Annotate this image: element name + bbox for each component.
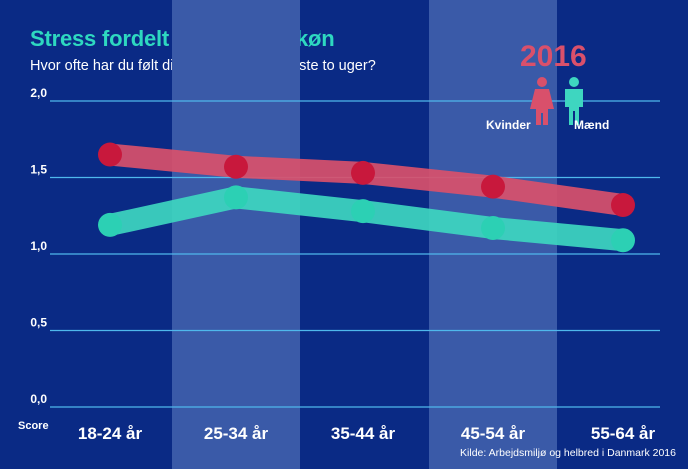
data-point-female	[98, 142, 122, 167]
y-tick-label: 0,5	[30, 316, 47, 330]
legend-female-label: Kvinder	[486, 118, 531, 132]
data-point-male	[611, 228, 635, 253]
y-tick-label: 1,5	[30, 163, 47, 177]
source-note: Kilde: Arbejdsmiljø og helbred i Danmark…	[460, 447, 676, 459]
x-tick-label: 45-54 år	[461, 424, 526, 443]
data-point-male	[98, 212, 122, 237]
column-band	[172, 0, 300, 469]
data-point-female	[351, 160, 375, 185]
y-tick-label: 2,0	[30, 86, 47, 100]
y-tick-label: 0,0	[30, 392, 47, 406]
data-point-male	[351, 199, 375, 224]
data-point-female	[224, 154, 248, 179]
y-tick-label: 1,0	[30, 239, 47, 253]
y-axis-caption: Score	[18, 420, 49, 432]
data-point-female	[611, 193, 635, 218]
data-point-male	[481, 215, 505, 240]
male-figure-icon	[565, 77, 583, 125]
x-tick-label: 35-44 år	[331, 424, 396, 443]
female-figure-icon	[530, 77, 554, 125]
legend-male-label: Mænd	[574, 118, 610, 132]
data-point-female	[481, 174, 505, 199]
x-tick-label: 25-34 år	[204, 424, 269, 443]
x-tick-label: 18-24 år	[78, 424, 143, 443]
x-tick-label: 55-64 år	[591, 424, 656, 443]
year-label: 2016	[520, 40, 587, 73]
data-point-male	[224, 185, 248, 210]
